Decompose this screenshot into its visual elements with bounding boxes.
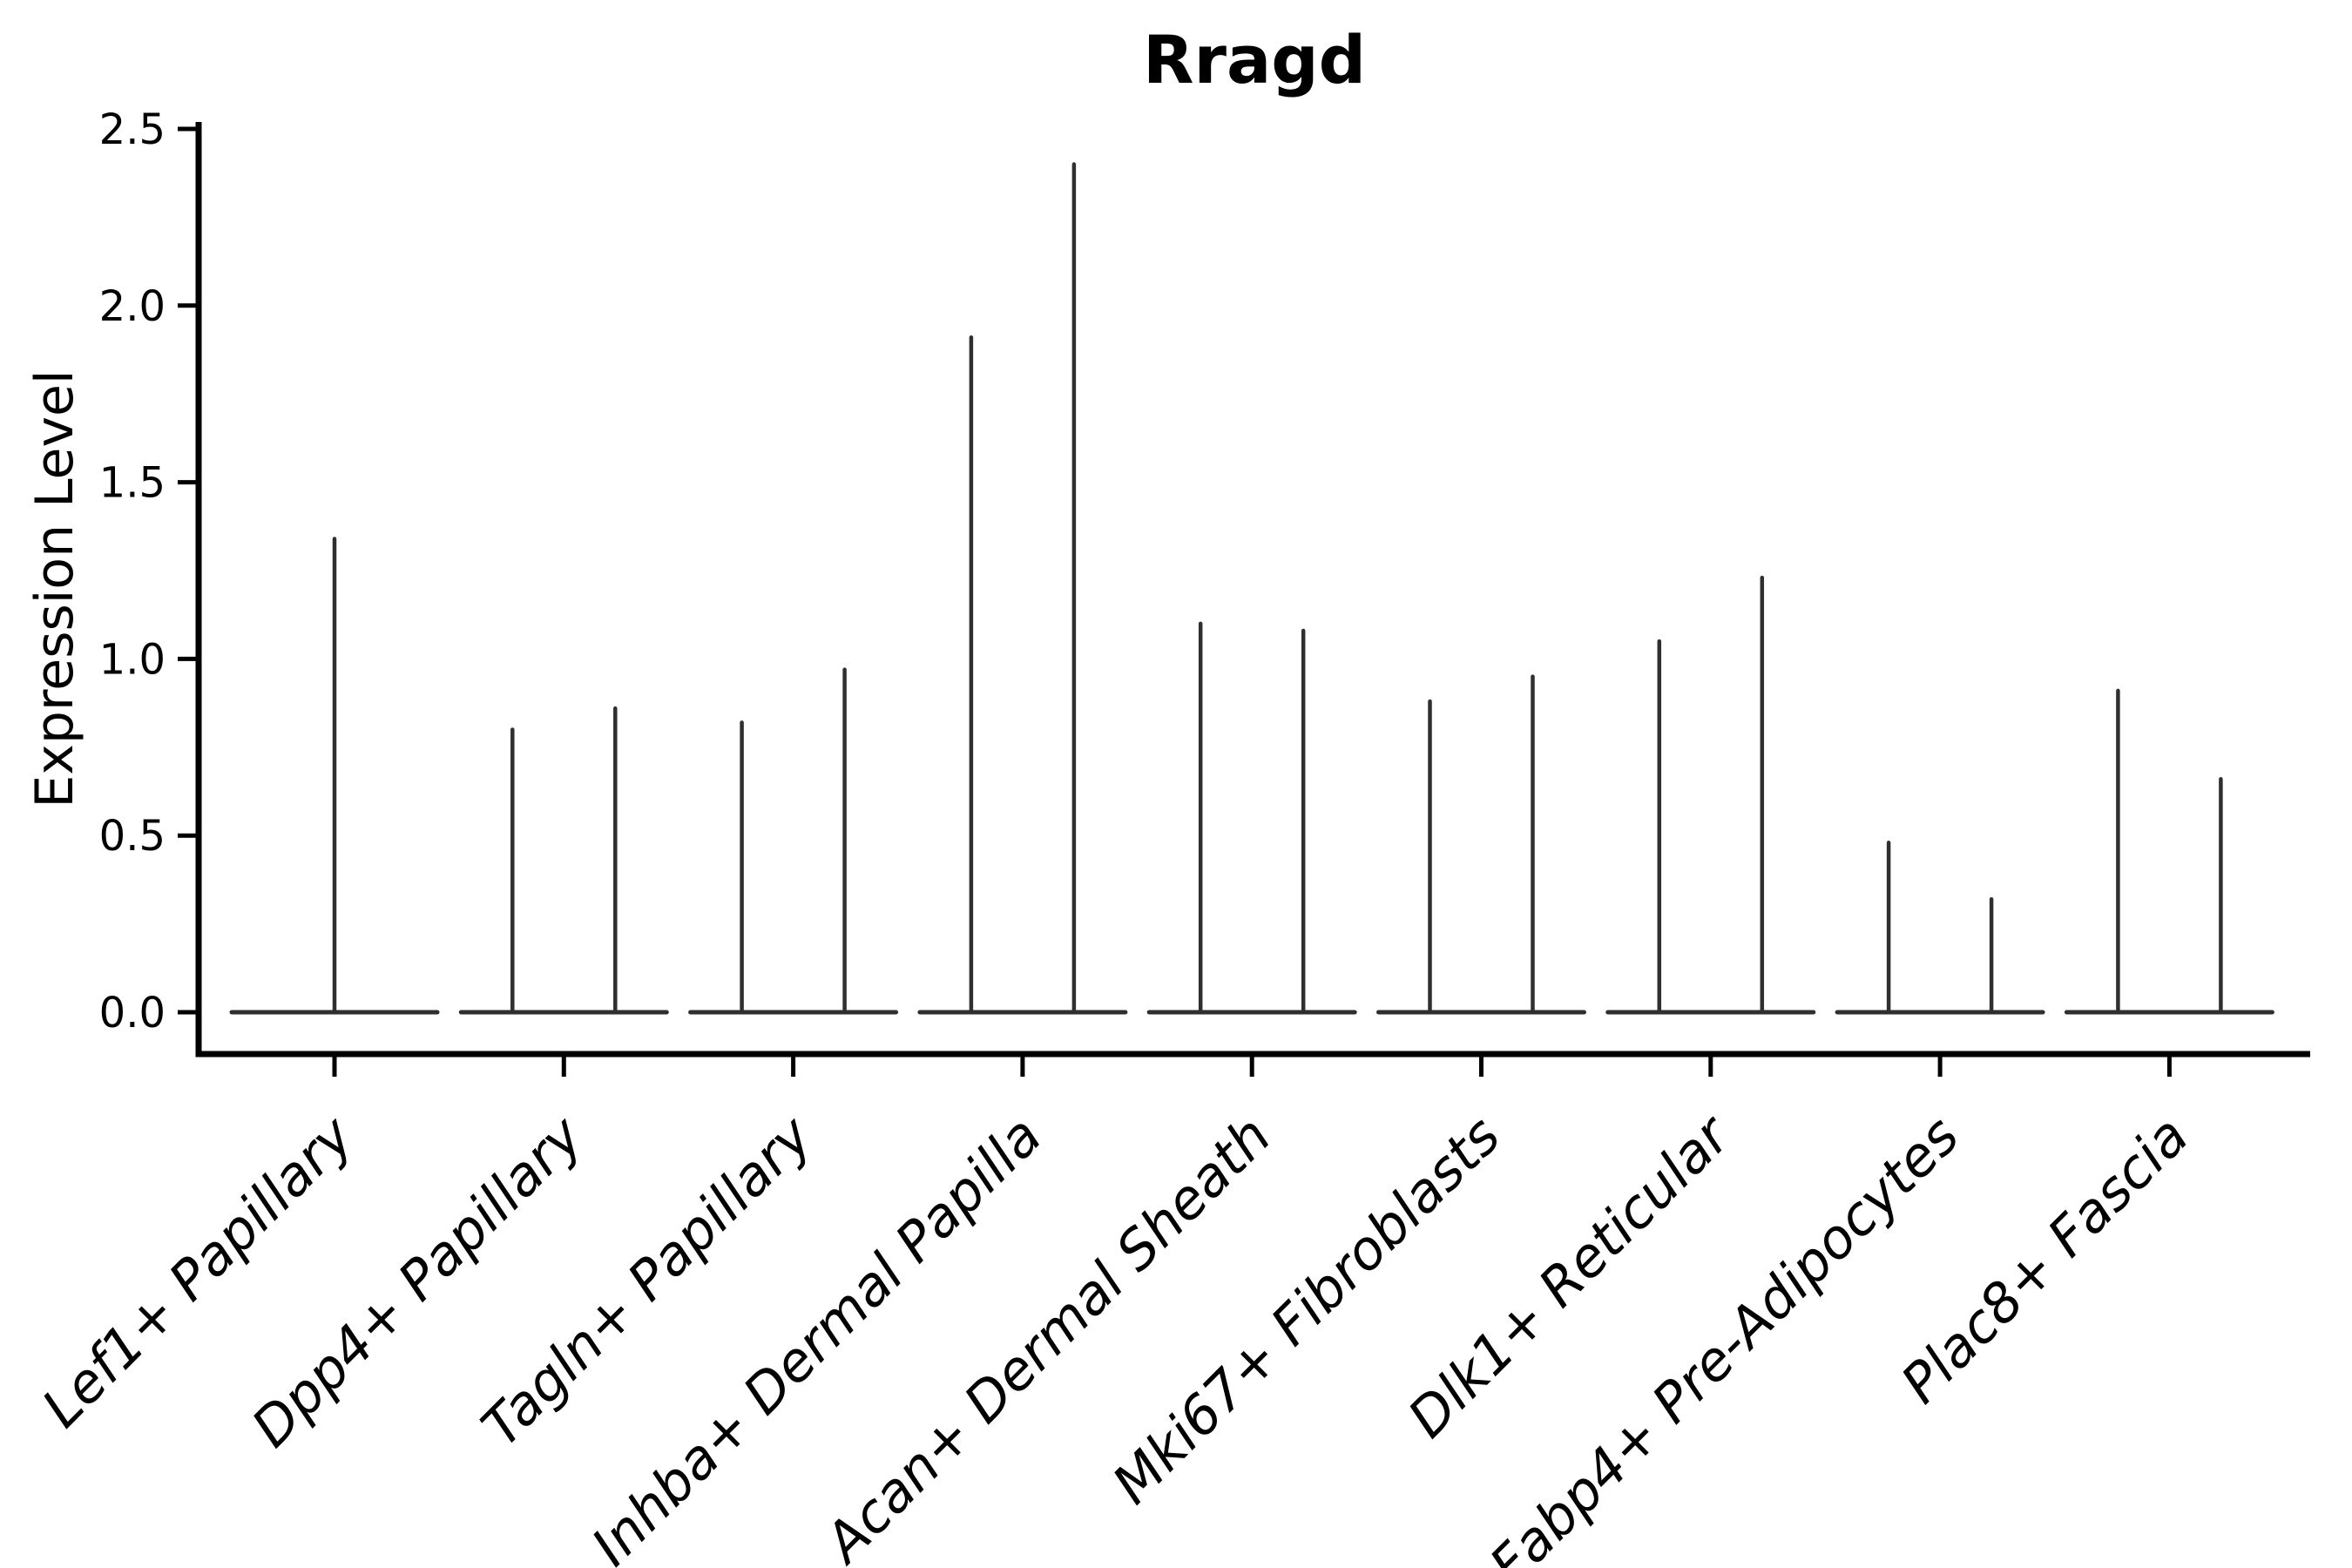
- y-tick-label: 0.5: [99, 812, 166, 861]
- y-tick-label: 2.0: [99, 282, 166, 331]
- x-tick-label: Mki67+ Fibroblasts: [1100, 1104, 1512, 1516]
- y-tick-label: 1.0: [99, 635, 166, 684]
- chart-title: Rragd: [1142, 21, 1367, 98]
- y-tick-label: 1.5: [99, 459, 166, 508]
- x-tick-label: Acan+ Dermal Sheath: [810, 1104, 1283, 1568]
- y-tick-label: 0.0: [99, 989, 166, 1037]
- x-tick-label: Inhba+ Dermal Papilla: [579, 1104, 1053, 1568]
- y-axis-label: Expression Level: [24, 369, 85, 808]
- y-tick-label: 2.5: [99, 105, 166, 154]
